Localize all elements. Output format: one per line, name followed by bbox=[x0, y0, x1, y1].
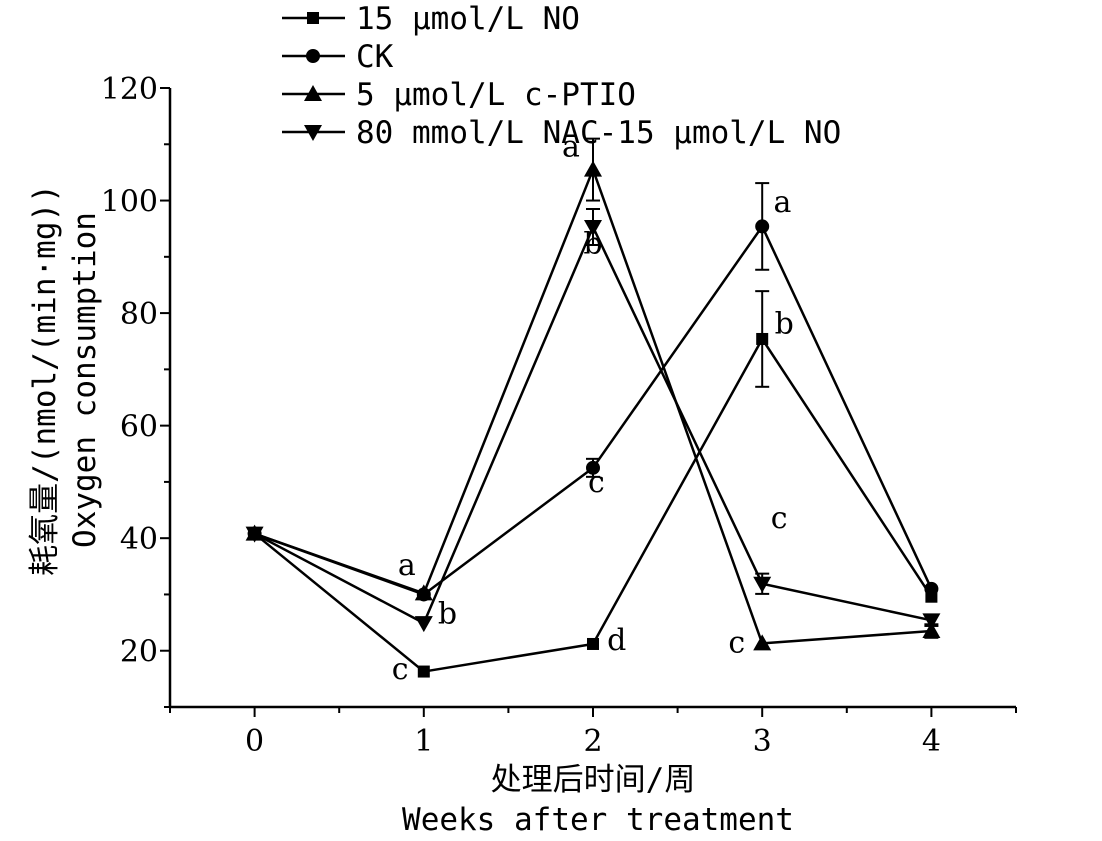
data-point bbox=[245, 526, 264, 543]
data-point bbox=[924, 581, 939, 596]
y-axis-title-cn: 耗氧量/(nmol/(min·mg)) bbox=[27, 184, 63, 576]
series-line bbox=[254, 225, 932, 625]
data-point bbox=[753, 634, 772, 651]
series bbox=[245, 137, 941, 678]
significance-label: a bbox=[398, 548, 416, 583]
data-point bbox=[587, 637, 599, 650]
significance-label: b bbox=[583, 226, 602, 261]
significance-label: b bbox=[775, 306, 794, 341]
x-axis-title-en: Weeks after treatment bbox=[402, 802, 794, 838]
legend-item: 15 μmol/L NO bbox=[282, 1, 580, 37]
significance-label: c bbox=[728, 625, 745, 660]
significance-label: a bbox=[562, 130, 580, 165]
legend-item: 80 mmol/L NAC-15 μmol/L NO bbox=[282, 115, 841, 151]
data-point bbox=[922, 622, 941, 639]
series-line bbox=[253, 337, 933, 673]
y-tick-label: 100 bbox=[101, 185, 158, 220]
data-point bbox=[414, 584, 433, 601]
significance-label: c bbox=[588, 465, 605, 500]
y-tick-label: 20 bbox=[120, 635, 158, 670]
y-tick-label: 80 bbox=[120, 297, 158, 332]
x-tick-label: 4 bbox=[922, 724, 941, 759]
y-tick-label: 40 bbox=[120, 522, 158, 557]
data-point bbox=[586, 460, 600, 475]
y-tick-label: 120 bbox=[101, 72, 158, 107]
data-point bbox=[755, 219, 770, 234]
legend-label: 5 μmol/L c-PTIO bbox=[356, 77, 636, 113]
significance-label: b bbox=[438, 597, 457, 632]
data-point bbox=[753, 576, 772, 593]
x-tick-label: 0 bbox=[245, 724, 264, 759]
x-tick-label: 2 bbox=[583, 724, 602, 759]
legend-item: CK bbox=[282, 39, 394, 75]
data-point bbox=[584, 219, 602, 236]
data-point bbox=[417, 665, 430, 678]
data-point bbox=[756, 332, 769, 345]
legend-marker bbox=[306, 49, 320, 63]
series-3 bbox=[245, 137, 941, 651]
x-tick-label: 3 bbox=[753, 724, 772, 759]
legend-item: 5 μmol/L c-PTIO bbox=[282, 77, 636, 113]
legend-marker bbox=[304, 85, 322, 101]
significance-label: d bbox=[607, 623, 626, 658]
x-axis-title-cn: 处理后时间/周 bbox=[491, 762, 696, 798]
legend-label: 15 μmol/L NO bbox=[356, 1, 580, 37]
data-point bbox=[922, 613, 941, 630]
legend-label: 80 mmol/L NAC-15 μmol/L NO bbox=[356, 115, 841, 151]
series-line bbox=[254, 225, 933, 596]
series-4 bbox=[245, 207, 941, 633]
significance-label: a bbox=[774, 185, 792, 220]
data-point bbox=[584, 160, 602, 177]
significance-label: c bbox=[392, 652, 409, 687]
significance-label: c bbox=[771, 501, 788, 536]
y-axis-title-en: Oxygen consumption bbox=[67, 212, 103, 548]
ticks: 0 1 2 3 4 20 40 60 80 100 120 bbox=[101, 72, 1017, 759]
y-tick-label: 60 bbox=[120, 410, 158, 445]
x-tick-label: 1 bbox=[414, 724, 433, 759]
legend-label: CK bbox=[356, 39, 394, 75]
legend-marker bbox=[307, 12, 319, 24]
legend-marker bbox=[304, 125, 322, 141]
data-point bbox=[414, 616, 433, 633]
